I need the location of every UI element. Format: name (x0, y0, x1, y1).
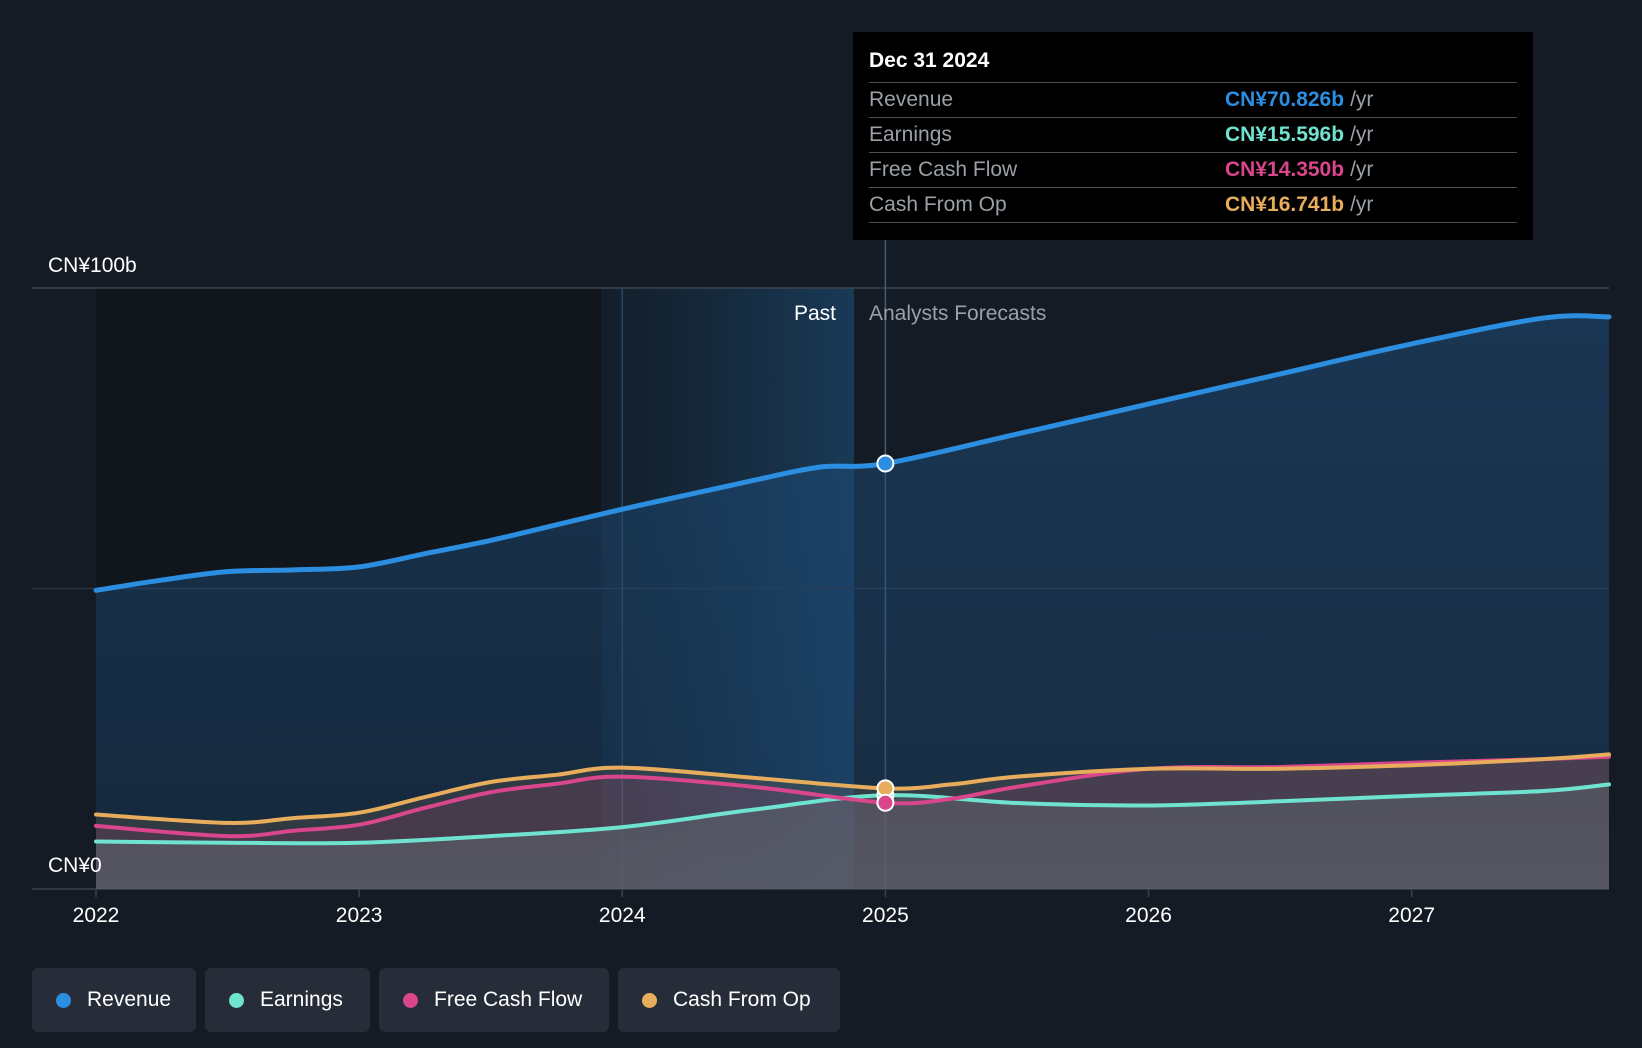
x-tick-label: 2024 (599, 904, 646, 927)
x-tick-label: 2026 (1125, 904, 1172, 927)
legend-label: Free Cash Flow (434, 988, 583, 1011)
tooltip-unit: /yr (1350, 193, 1374, 216)
tooltip-row-revenue: Revenue CN¥70.826b /yr (869, 83, 1517, 118)
tooltip-date: Dec 31 2024 (869, 46, 1517, 83)
earnings-area (96, 784, 1609, 889)
x-tick-label: 2025 (862, 904, 909, 927)
tooltip-unit: /yr (1350, 158, 1374, 181)
legend-dot-icon (229, 992, 244, 1008)
legend-label: Cash From Op (673, 988, 811, 1011)
tooltip-label: Revenue (869, 88, 954, 111)
legend-dot-icon (642, 992, 657, 1008)
y-axis-top-label: CN¥100b (48, 254, 137, 277)
tooltip-row-earnings: Earnings CN¥15.596b /yr (869, 118, 1517, 153)
free-cash-flow-line (94, 754, 1611, 839)
revenue-area (96, 315, 1609, 889)
tooltip-value: CN¥70.826b (1225, 88, 1345, 111)
revenue-line (93, 313, 1612, 593)
hover-markers (876, 454, 895, 812)
legend-item-cash-from-op[interactable]: Cash From Op (618, 968, 840, 1032)
x-tick-label: 2027 (1388, 904, 1435, 927)
tooltip-row-cash-from-op: Cash From Op CN¥16.741b /yr (869, 188, 1517, 223)
past-region-label: Past (794, 302, 836, 325)
legend-dot-icon (403, 992, 418, 1008)
tooltip-row-free-cash-flow: Free Cash Flow CN¥14.350b /yr (869, 153, 1517, 188)
legend-item-free-cash-flow[interactable]: Free Cash Flow (379, 968, 609, 1032)
legend-item-revenue[interactable]: Revenue (32, 968, 196, 1032)
series-lines (93, 313, 1612, 846)
tooltip-label: Earnings (869, 123, 952, 146)
tooltip-unit: /yr (1350, 88, 1374, 111)
legend-label: Earnings (260, 988, 343, 1011)
x-tick-label: 2023 (336, 904, 383, 927)
y-axis-bottom-label: CN¥0 (48, 854, 102, 877)
tooltip-unit: /yr (1350, 123, 1374, 146)
tooltip-label: Free Cash Flow (869, 158, 1018, 181)
x-axis-ticks: 2022 2023 2024 2025 2026 2027 (73, 889, 1435, 927)
legend-item-earnings[interactable]: Earnings (205, 968, 370, 1032)
tooltip-value: CN¥14.350b (1225, 158, 1345, 181)
legend-label: Revenue (87, 988, 172, 1011)
tooltip: Dec 31 2024 Revenue CN¥70.826b /yr Earni… (853, 32, 1533, 240)
x-tick-label: 2022 (73, 904, 120, 927)
free-cash-flow-marker (876, 793, 895, 812)
legend: Revenue Earnings Free Cash Flow Cash Fro… (32, 968, 840, 1032)
tooltip-value: CN¥15.596b (1225, 123, 1345, 146)
forecast-region-label: Analysts Forecasts (869, 302, 1046, 325)
cash-from-op-line (94, 752, 1611, 825)
tooltip-value: CN¥16.741b (1225, 193, 1345, 216)
series-areas (96, 315, 1609, 889)
legend-dot-icon (56, 992, 71, 1008)
revenue-marker (876, 454, 895, 473)
tooltip-label: Cash From Op (869, 193, 1007, 216)
